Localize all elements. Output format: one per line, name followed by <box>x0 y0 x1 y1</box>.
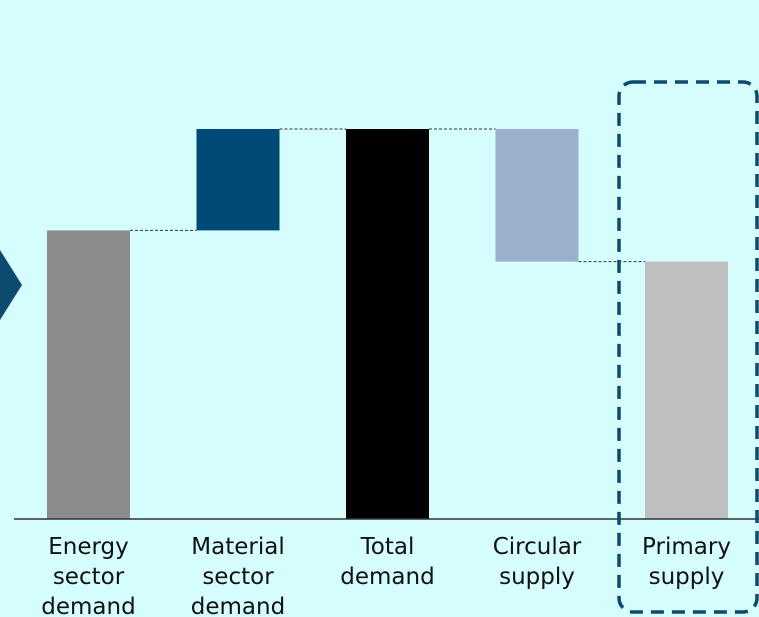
bars-layer <box>47 129 728 519</box>
category-label-line: demand <box>191 594 285 617</box>
bar-material-sector-demand <box>196 129 280 231</box>
category-label-line: supply <box>649 564 725 590</box>
connectors-layer <box>130 128 645 263</box>
bar-total-demand <box>346 129 429 519</box>
category-label-line: Primary <box>642 534 731 560</box>
category-label-line: sector <box>202 564 274 590</box>
left-arrow-icon <box>0 250 22 320</box>
bar-circular-supply <box>495 129 579 262</box>
category-label: Circular supply <box>493 534 582 590</box>
category-label: Total demand <box>340 534 434 590</box>
category-label-line: Total <box>360 534 415 560</box>
bar-primary-supply <box>645 261 728 519</box>
primary-supply-highlight-box <box>617 80 759 614</box>
category-label-line: Circular <box>493 534 582 560</box>
category-label-line: demand <box>340 564 434 590</box>
category-label: Energy sector demand <box>41 534 135 617</box>
category-label: Material sector demand <box>191 534 285 617</box>
category-label-line: Energy <box>48 534 129 560</box>
category-label-line: demand <box>41 594 135 617</box>
category-label: Primary supply <box>642 534 731 590</box>
category-label-line: sector <box>53 564 125 590</box>
bar-energy-sector-demand <box>47 230 130 519</box>
category-label-line: supply <box>499 564 575 590</box>
category-label-line: Material <box>191 534 284 560</box>
